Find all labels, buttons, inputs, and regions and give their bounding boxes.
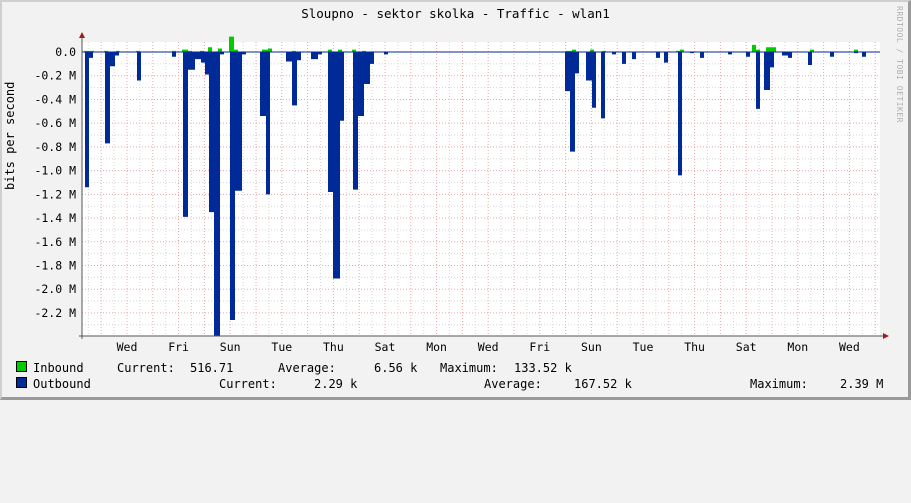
legend-row-outbound: Outbound Current: 2.29 k Average: 167.52… — [16, 377, 883, 393]
traffic-chart: 0.0 -0.2 M -0.4 M -0.6 M -0.8 M -1.0 M -1.2 M -… — [34, 32, 889, 354]
x-tick-label: Wed — [478, 340, 499, 354]
outbound-label: Outbound — [33, 377, 91, 391]
x-tick-label: Thu — [684, 340, 705, 354]
inbound-current-value: 516.71 — [190, 361, 234, 375]
y-tick-label: -1.8 M — [34, 258, 76, 272]
y-tick-label: 0.0 — [55, 45, 76, 59]
inbound-label: Inbound — [33, 361, 84, 375]
x-tick-label: Thu — [323, 340, 344, 354]
outbound-current-label: Current: — [219, 377, 277, 391]
y-tick-label: -2.2 M — [34, 306, 76, 320]
y-tick-label: -0.4 M — [34, 92, 76, 106]
x-tick-label: Sun — [581, 340, 602, 354]
outbound-average-value: 167.52 k — [574, 377, 632, 391]
x-tick-label: Wed — [117, 340, 138, 354]
outbound-maximum-label: Maximum: — [750, 377, 808, 391]
inbound-swatch — [16, 361, 27, 375]
y-tick-label: -1.4 M — [34, 211, 76, 225]
y-tick-label: -1.0 M — [34, 164, 76, 178]
chart-title: Sloupno - sektor skolka - Traffic - wlan… — [301, 6, 610, 21]
y-tick-label: -0.8 M — [34, 140, 76, 154]
rrdtool-watermark: RRDTOOL / TOBI OETIKER — [895, 6, 904, 123]
x-tick-label: Sun — [220, 340, 241, 354]
x-tick-label: Tue — [633, 340, 654, 354]
inbound-maximum-value: 133.52 k — [514, 361, 572, 375]
inbound-current-label: Current: — [117, 361, 175, 375]
x-tick-label: Fri — [168, 340, 189, 354]
axes — [79, 32, 889, 339]
legend-row-inbound: Inbound Current: 516.71 Average: 6.56 k … — [16, 361, 572, 377]
outbound-average-label: Average: — [484, 377, 542, 391]
outbound-maximum-value: 2.39 M — [840, 377, 884, 391]
traffic-areas — [82, 36, 880, 336]
plot-area — [82, 42, 880, 336]
inbound-average-label: Average: — [278, 361, 336, 375]
y-tick-labels: 0.0 -0.2 M -0.4 M -0.6 M -0.8 M -1.0 M -1.2 M -… — [34, 45, 76, 320]
y-tick-label: -1.2 M — [34, 187, 76, 201]
x-tick-label: Sat — [375, 340, 396, 354]
outbound-swatch — [16, 377, 27, 391]
y-tick-label: -1.6 M — [34, 235, 76, 249]
y-tick-label: -0.6 M — [34, 116, 76, 130]
x-tick-label: Mon — [787, 340, 808, 354]
outbound-current-value: 2.29 k — [314, 377, 358, 391]
x-tick-label: Wed — [839, 340, 860, 354]
inbound-average-value: 6.56 k — [374, 361, 418, 375]
y-tick-label: -0.2 M — [34, 69, 76, 83]
inbound-maximum-label: Maximum: — [440, 361, 498, 375]
x-tick-label: Tue — [271, 340, 292, 354]
x-tick-labels: Wed Fri Sun Tue Thu Sat Mon Wed Fri Sun Tue Thu Sat M… — [117, 340, 860, 354]
x-tick-label: Mon — [426, 340, 447, 354]
x-tick-label: Sat — [736, 340, 757, 354]
x-tick-label: Fri — [529, 340, 550, 354]
y-tick-label: -2.0 M — [34, 282, 76, 296]
